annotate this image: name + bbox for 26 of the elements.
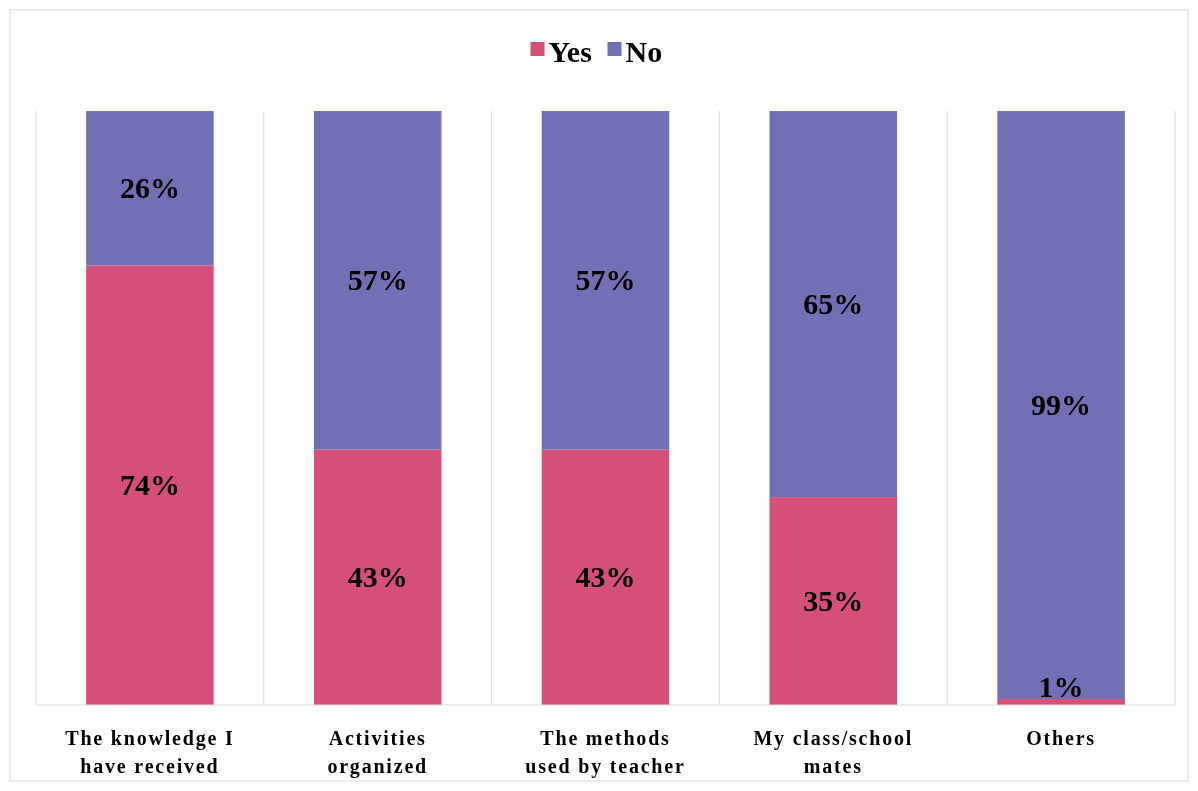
data-label: 26%	[119, 171, 180, 205]
data-label: 43%	[575, 560, 636, 594]
data-label: 99%	[1031, 388, 1092, 422]
bar	[541, 449, 670, 705]
bar	[86, 111, 214, 266]
x-tick-label: The methods used by teacher	[525, 727, 686, 778]
x-tick-label: Others	[1026, 727, 1096, 749]
legend-label: No	[625, 35, 663, 68]
data-label: 1%	[1038, 670, 1084, 703]
bar	[313, 111, 442, 450]
bar	[541, 111, 670, 450]
data-label: 74%	[119, 468, 180, 502]
data-label: 57%	[575, 263, 636, 297]
bar	[769, 111, 898, 498]
x-tick-label: My class/school mates	[753, 727, 914, 777]
bar	[997, 111, 1125, 700]
data-label: 65%	[803, 287, 864, 321]
bar	[769, 497, 898, 705]
data-label: 57%	[347, 263, 408, 297]
data-label: 35%	[803, 584, 864, 618]
legend-label: Yes	[548, 35, 592, 68]
data-label: 43%	[347, 560, 408, 594]
x-tick-label: The knowledge I have received	[65, 727, 235, 777]
bar	[86, 265, 214, 705]
x-tick-label: Activities organized	[327, 727, 429, 778]
bar	[313, 449, 442, 705]
